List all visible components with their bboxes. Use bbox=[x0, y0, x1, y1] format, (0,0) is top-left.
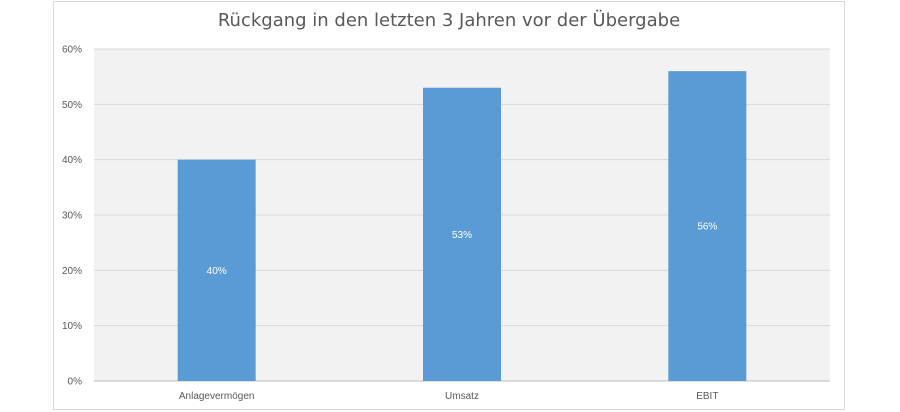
x-tick-label: Umsatz bbox=[445, 391, 479, 402]
data-label: 56% bbox=[697, 222, 717, 233]
bar bbox=[668, 71, 747, 381]
bar bbox=[177, 159, 256, 381]
y-tick-label: 30% bbox=[62, 211, 82, 222]
x-tick-label: Anlagevermögen bbox=[179, 391, 255, 402]
y-tick-label: 50% bbox=[62, 100, 82, 111]
y-tick-label: 10% bbox=[62, 321, 82, 332]
y-tick-label: 40% bbox=[62, 155, 82, 166]
data-label: 40% bbox=[207, 266, 227, 277]
x-tick-label: EBIT bbox=[696, 391, 718, 402]
chart-title: Rückgang in den letzten 3 Jahren vor der… bbox=[217, 10, 681, 31]
data-label: 53% bbox=[452, 230, 472, 241]
y-tick-label: 20% bbox=[62, 266, 82, 277]
y-tick-label: 60% bbox=[62, 45, 82, 56]
y-tick-label: 0% bbox=[68, 377, 83, 388]
bar bbox=[423, 87, 501, 381]
